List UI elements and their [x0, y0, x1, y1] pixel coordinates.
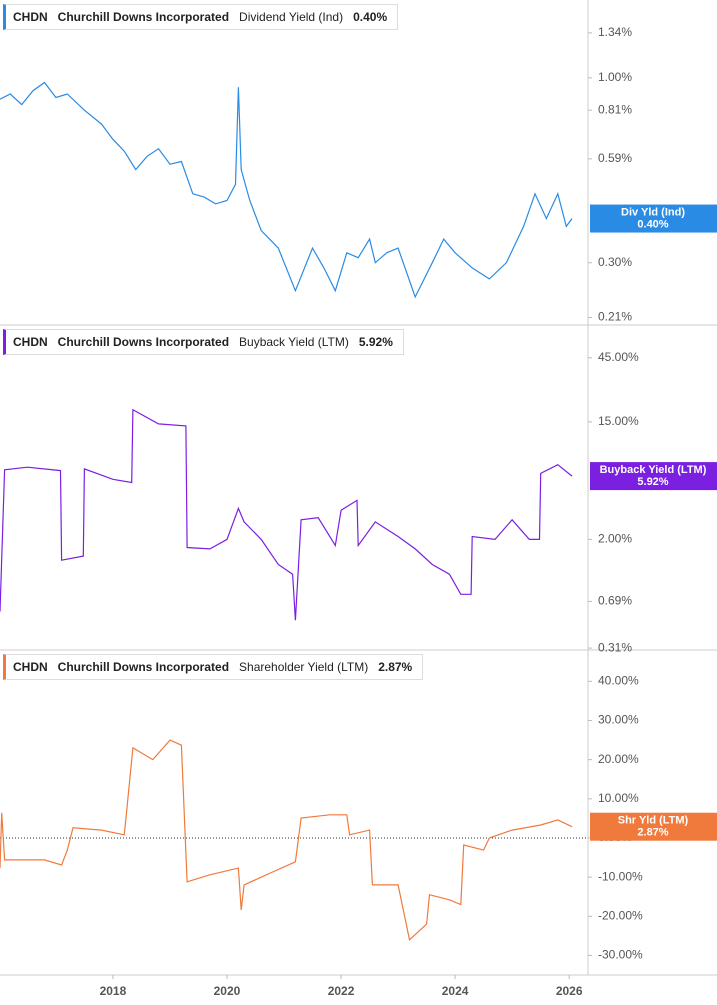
y-tick-label: 15.00% — [598, 414, 639, 428]
y-tick-label: 1.00% — [598, 70, 632, 84]
metric-name: Buyback Yield (LTM) — [239, 335, 349, 349]
legend-header: CHDN Churchill Downs Incorporated Dividend… — [3, 4, 399, 30]
x-tick-label: 2022 — [328, 984, 355, 998]
metric-name: Dividend Yield (Ind) — [239, 10, 344, 24]
value-tag-value: 5.92% — [637, 476, 668, 488]
y-tick-label: 20.00% — [598, 752, 639, 766]
value-tag-value: 0.40% — [637, 218, 668, 230]
ticker: CHDN — [13, 660, 48, 674]
value-tag — [590, 462, 717, 491]
company-name: Churchill Downs Incorporated — [57, 660, 230, 674]
y-tick-label: 45.00% — [598, 350, 639, 364]
y-tick-label: 0.81% — [598, 102, 632, 116]
x-tick-label: 2024 — [442, 984, 469, 998]
y-tick-label: 30.00% — [598, 713, 639, 727]
ticker: CHDN — [13, 10, 48, 24]
y-tick-label: -20.00% — [598, 908, 643, 922]
y-tick-label: -30.00% — [598, 948, 643, 962]
x-tick-label: 2020 — [214, 984, 241, 998]
current-value: 0.40% — [353, 10, 388, 24]
metric-name: Shareholder Yield (LTM) — [239, 660, 369, 674]
y-tick-label: 0.30% — [598, 255, 632, 269]
y-tick-label: 0.59% — [598, 151, 632, 165]
company-name: Churchill Downs Incorporated — [57, 335, 230, 349]
value-tag-name: Buyback Yield (LTM) — [600, 464, 707, 476]
y-tick-label: 10.00% — [598, 791, 639, 805]
y-tick-label: 0.31% — [598, 640, 632, 654]
y-tick-label: 0.69% — [598, 594, 632, 608]
value-tag — [590, 204, 717, 233]
series-line — [0, 739, 573, 941]
y-tick-label: 40.00% — [598, 673, 639, 687]
legend-header: CHDN Churchill Downs Incorporated Sharehol… — [3, 654, 424, 680]
value-tag-name: Div Yld (Ind) — [621, 206, 685, 218]
ticker: CHDN — [13, 335, 48, 349]
series-line — [0, 81, 573, 299]
x-tick-label: 2026 — [556, 984, 583, 998]
y-tick-label: -10.00% — [598, 869, 643, 883]
legend-header: CHDN Churchill Downs Incorporated Buyback … — [3, 329, 404, 355]
series-line — [0, 408, 573, 621]
y-tick-label: 1.34% — [598, 25, 632, 39]
y-tick-label: 2.00% — [598, 532, 632, 546]
x-tick-label: 2018 — [100, 984, 127, 998]
value-tag-name: Shr Yld (LTM) — [618, 815, 689, 827]
y-tick-label: 0.21% — [598, 310, 632, 324]
current-value: 5.92% — [358, 335, 393, 349]
company-name: Churchill Downs Incorporated — [57, 10, 230, 24]
current-value: 2.87% — [378, 660, 413, 674]
value-tag — [590, 812, 717, 841]
value-tag-value: 2.87% — [637, 827, 668, 839]
